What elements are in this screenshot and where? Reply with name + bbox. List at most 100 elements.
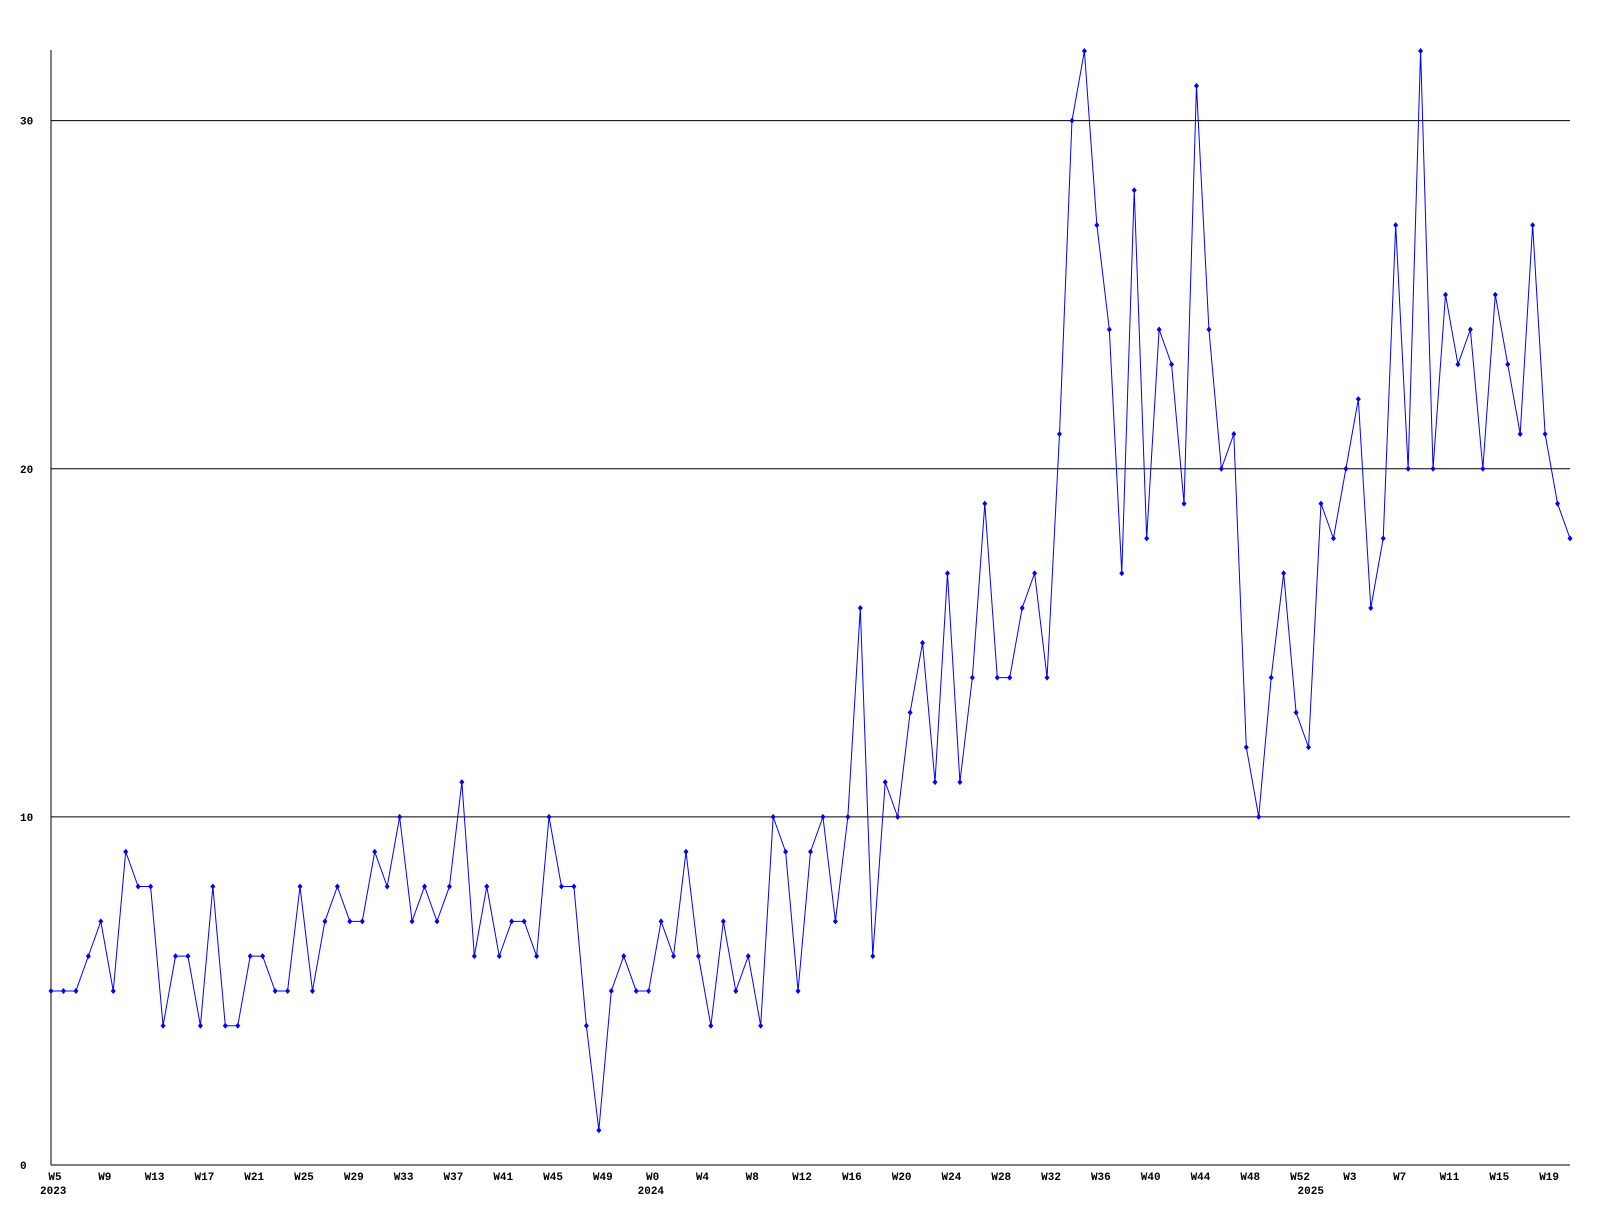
point-marker xyxy=(1467,326,1473,333)
x-tick-label: W32 xyxy=(1041,1172,1061,1184)
point-marker xyxy=(110,987,116,994)
y-tick-label: 30 xyxy=(20,117,33,129)
x-tick-label: W48 xyxy=(1240,1172,1260,1184)
x-tick-label: W21 xyxy=(244,1172,264,1184)
point-marker xyxy=(857,605,863,611)
point-marker xyxy=(1492,291,1498,298)
point-marker xyxy=(1094,222,1100,229)
point-marker xyxy=(1380,535,1386,542)
x-tick-label: W28 xyxy=(991,1172,1011,1184)
x-tick-label: W24 xyxy=(942,1172,962,1184)
point-marker xyxy=(758,1022,764,1029)
point-marker xyxy=(297,883,303,890)
x-tick-label: W13 xyxy=(145,1172,165,1184)
point-marker xyxy=(695,953,701,960)
x-tick-label: W11 xyxy=(1440,1172,1460,1184)
point-marker xyxy=(621,953,627,960)
x-tick-label: W16 xyxy=(842,1172,862,1184)
point-marker xyxy=(222,1022,228,1029)
point-marker xyxy=(770,813,776,820)
x-tick-label: W36 xyxy=(1091,1172,1111,1184)
x-tick-label: W33 xyxy=(394,1172,414,1184)
point-marker xyxy=(1144,535,1150,542)
point-marker xyxy=(895,813,901,820)
point-marker xyxy=(434,918,440,925)
point-marker xyxy=(148,883,154,890)
point-marker xyxy=(185,953,191,960)
point-marker xyxy=(944,570,950,577)
point-marker xyxy=(509,918,515,925)
point-marker xyxy=(1169,361,1175,368)
point-marker xyxy=(123,848,129,855)
point-marker xyxy=(1455,361,1461,368)
point-marker xyxy=(907,709,913,716)
x-tick-label: W5 xyxy=(48,1172,62,1184)
point-marker xyxy=(359,918,365,925)
y-tick-label: 10 xyxy=(20,813,33,825)
point-marker xyxy=(210,883,216,890)
point-marker xyxy=(397,813,403,820)
x-tick-label: W4 xyxy=(696,1172,710,1184)
x-tick-label: W49 xyxy=(593,1172,613,1184)
point-marker xyxy=(1057,430,1063,437)
x-tick-label: W25 xyxy=(294,1172,314,1184)
point-marker xyxy=(882,779,888,786)
point-marker xyxy=(1069,117,1075,124)
point-marker xyxy=(1019,605,1025,611)
x-tick-label: W29 xyxy=(344,1172,364,1184)
point-marker xyxy=(1393,222,1399,229)
x-tick-label: W8 xyxy=(746,1172,760,1184)
point-marker xyxy=(1281,570,1287,577)
x-year-label: 2025 xyxy=(1298,1186,1325,1198)
point-marker xyxy=(173,953,179,960)
point-marker xyxy=(808,848,813,855)
point-marker xyxy=(1206,326,1212,333)
point-marker xyxy=(372,848,378,855)
point-marker xyxy=(596,1127,602,1134)
point-marker xyxy=(783,848,789,855)
point-marker xyxy=(1567,535,1573,542)
point-marker xyxy=(1555,500,1561,507)
point-marker xyxy=(1106,326,1112,333)
point-marker xyxy=(745,953,751,960)
point-marker xyxy=(1193,82,1199,89)
point-marker xyxy=(85,953,91,960)
point-marker xyxy=(1032,570,1038,577)
point-marker xyxy=(845,813,851,820)
point-marker xyxy=(1517,430,1523,437)
point-marker xyxy=(1318,500,1324,507)
point-marker xyxy=(285,987,291,994)
point-marker xyxy=(1418,48,1424,54)
point-marker xyxy=(272,987,278,994)
point-marker xyxy=(235,1022,241,1029)
x-tick-label: W44 xyxy=(1191,1172,1211,1184)
point-marker xyxy=(1368,605,1374,611)
x-tick-label: W12 xyxy=(792,1172,812,1184)
point-marker xyxy=(334,883,340,890)
x-tick-label: W45 xyxy=(543,1172,563,1184)
point-marker xyxy=(260,953,266,960)
point-marker xyxy=(720,918,726,925)
point-marker xyxy=(969,674,975,681)
point-marker xyxy=(1131,187,1137,194)
x-tick-label: W7 xyxy=(1393,1172,1406,1184)
point-marker xyxy=(658,918,664,925)
point-marker xyxy=(48,987,54,994)
point-marker xyxy=(1007,674,1013,681)
point-marker xyxy=(197,1022,203,1029)
point-marker xyxy=(671,953,677,960)
point-marker xyxy=(1081,48,1087,54)
point-marker xyxy=(247,953,253,960)
point-marker xyxy=(733,987,739,994)
x-year-label: 2023 xyxy=(40,1186,67,1198)
point-marker xyxy=(982,500,988,507)
point-marker xyxy=(1430,465,1436,472)
point-marker xyxy=(608,987,614,994)
point-marker xyxy=(1405,465,1411,472)
point-marker xyxy=(571,883,577,890)
point-marker xyxy=(422,883,428,890)
point-marker xyxy=(1156,326,1162,333)
y-tick-label: 0 xyxy=(20,1161,27,1173)
point-marker xyxy=(73,987,79,994)
